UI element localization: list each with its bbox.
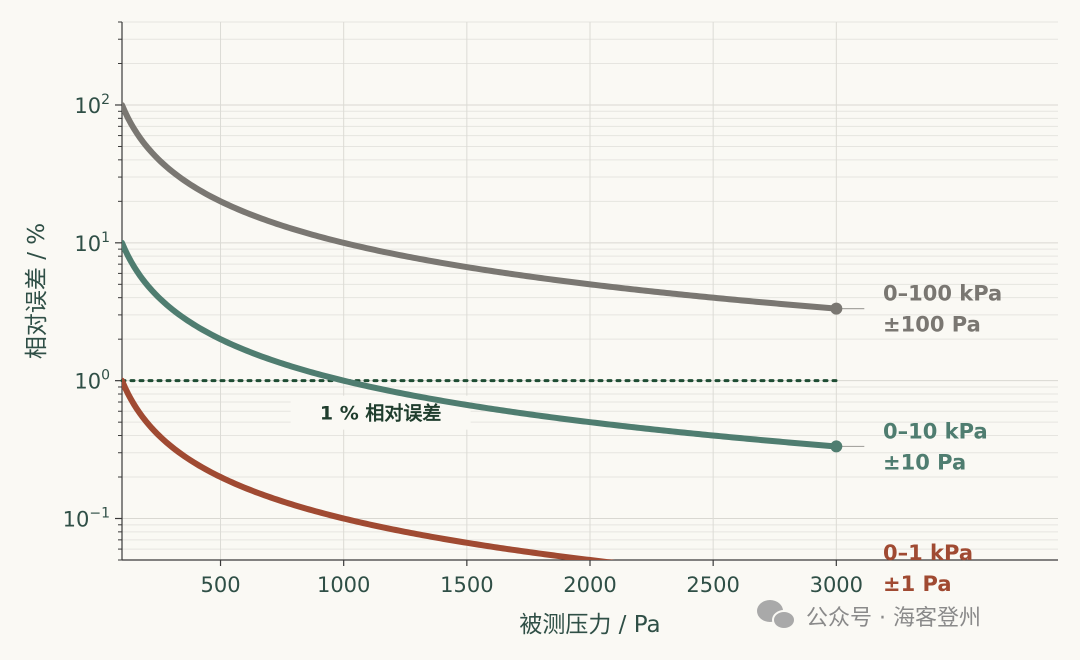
x-tick-label: 2500 [686,573,739,597]
series-range-label-0: 0–100 kPa [883,282,1002,306]
series-endpoints [830,302,865,453]
series-line-0 [122,101,840,312]
series-endpoint-0 [830,302,843,315]
series-line-2 [122,377,616,560]
grid-lines [122,21,1058,561]
series-accuracy-label-2: ±1 Pa [883,572,952,596]
x-tick-label: 2000 [563,573,616,597]
x-tick-label: 500 [200,573,240,597]
x-axis-title: 被测压力 / Pa [519,612,660,638]
y-tick-label: 102 [74,92,110,118]
reference-label: 1 % 相对误差 [320,402,442,425]
y-tick-label: 10−1 [63,506,110,532]
series-range-label-2: 0–1 kPa [883,541,973,565]
series-endpoint-1 [830,440,843,453]
wechat-icon [757,600,796,630]
watermark-text: 公众号 · 海客登州 [806,606,981,631]
x-tick-label: 1000 [317,573,370,597]
watermark: 公众号 · 海客登州 [757,600,981,631]
x-tick-label: 1500 [440,573,493,597]
y-tick-label: 101 [74,230,110,256]
series-range-label-1: 0–10 kPa [883,419,988,443]
series-curves [122,101,840,560]
series-labels: 0–100 kPa ±100 Pa 0–10 kPa ±10 Pa 0–1 kPa ±1 … [883,282,1002,596]
series-accuracy-label-0: ±100 Pa [883,313,981,337]
y-axis-title: 相对误差 / % [24,223,50,359]
series-line-1 [122,239,840,450]
series-accuracy-label-1: ±10 Pa [883,450,966,474]
axes: 10−1 100 101 102 500 1000 1500 2000 2500 3000 [63,21,1058,597]
x-tick-label: 3000 [810,573,863,597]
y-tick-label: 100 [74,368,110,394]
